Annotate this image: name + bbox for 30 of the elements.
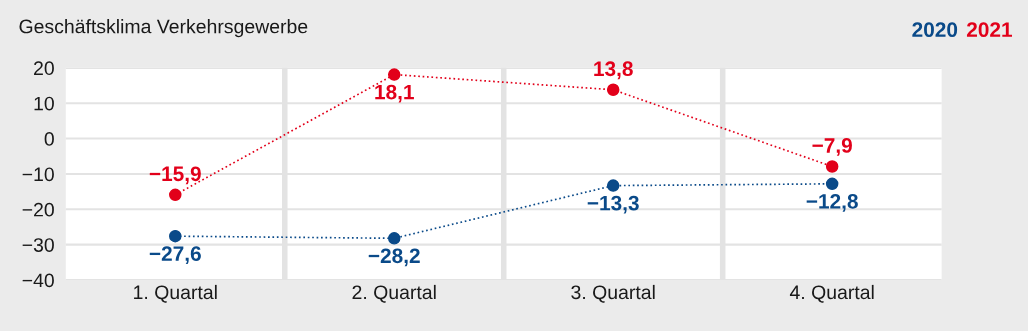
y-tick-label: −30 — [22, 238, 54, 252]
y-tick-label: 10 — [34, 96, 54, 111]
point — [606, 83, 620, 97]
point — [825, 160, 839, 173]
y-tick-label: −40 — [22, 273, 54, 288]
x-tick-label: 4. Quartal — [789, 284, 874, 303]
data-label: −12,8 — [806, 193, 858, 212]
data-label: −27,6 — [149, 246, 201, 265]
y-tick-label: −10 — [22, 167, 54, 182]
y-tick-label: −20 — [22, 202, 54, 217]
y-tick-label: 0 — [44, 132, 54, 146]
x-tick-label: 3. Quartal — [571, 284, 655, 303]
x-tick-label: 2. Quartal — [352, 284, 436, 303]
data-label: −13,3 — [587, 195, 639, 214]
data-label: 13,8 — [594, 61, 633, 80]
x-tick-label: 1. Quartal — [134, 284, 217, 303]
point — [169, 188, 182, 202]
text: 2020 — [912, 22, 958, 38]
data-label: −7,9 — [812, 138, 852, 156]
text: 2021 — [966, 22, 1012, 38]
data-label: 18,1 — [375, 84, 414, 103]
data-label: −15,9 — [149, 166, 201, 185]
point — [387, 68, 401, 81]
point — [387, 232, 401, 245]
point — [825, 177, 839, 191]
chart-title: Geschäftsklima Verkehrsgewerbe — [19, 19, 308, 38]
point — [169, 229, 182, 243]
point — [606, 179, 620, 192]
data-label: −28,2 — [368, 248, 420, 267]
y-tick-label: 20 — [34, 61, 54, 76]
